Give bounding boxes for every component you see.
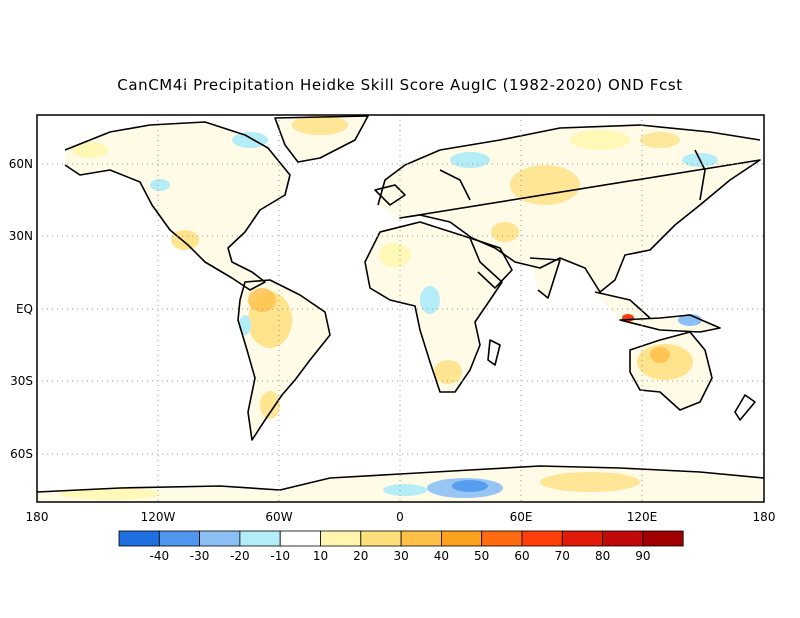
colorbar-tick-label: 20 — [353, 549, 368, 563]
latitude-labels: 60N 30N EQ 30S 60S — [9, 157, 33, 461]
longitude-labels: 180 120W 60W 0 60E 120E 180 — [26, 510, 776, 524]
colorbar-tick-label: -30 — [190, 549, 210, 563]
lon-label-180w: 180 — [26, 510, 49, 524]
colorbar-swatch — [279, 530, 321, 547]
colorbar-tick-label: 50 — [474, 549, 489, 563]
colorbar-swatch — [360, 530, 402, 547]
colorbar-swatch — [118, 530, 160, 547]
lat-label-30n: 30N — [9, 229, 33, 243]
colorbar-swatch — [440, 530, 483, 547]
colorbar-swatch — [602, 530, 644, 547]
lon-label-180e: 180 — [753, 510, 776, 524]
lat-label-eq: EQ — [16, 302, 33, 316]
colorbar-tick-label: 70 — [555, 549, 570, 563]
colorbar: -40 -30 -20 -10 10 20 30 40 50 60 70 80 90 — [118, 530, 684, 563]
map-field — [37, 115, 764, 502]
colorbar-swatch — [320, 530, 362, 547]
coastlines — [37, 115, 764, 493]
lat-label-60s: 60S — [10, 447, 33, 461]
lat-label-30s: 30S — [10, 374, 33, 388]
colorbar-tick-label: 80 — [595, 549, 610, 563]
colorbar-tick-label: 60 — [514, 549, 529, 563]
colorbar-tick-label: 90 — [635, 549, 650, 563]
colorbar-tick-label: -40 — [149, 549, 169, 563]
colorbar-swatch — [521, 530, 563, 547]
colorbar-tick-label: -10 — [270, 549, 290, 563]
colorbar-swatch — [199, 530, 241, 547]
lon-label-120w: 120W — [141, 510, 176, 524]
colorbar-swatch — [481, 530, 523, 547]
colorbar-tick-label: 30 — [393, 549, 408, 563]
map-frame — [36, 114, 765, 503]
negative-skill-patches — [150, 132, 718, 498]
lon-label-120e: 120E — [627, 510, 658, 524]
land-shading — [37, 116, 764, 502]
positive-skill-patches — [60, 115, 693, 500]
colorbar-tick-label: 40 — [434, 549, 449, 563]
colorbar-swatch — [239, 530, 281, 547]
lon-label-0: 0 — [396, 510, 404, 524]
colorbar-tick-label: 10 — [313, 549, 328, 563]
colorbar-tick-label: -20 — [230, 549, 250, 563]
lat-label-60n: 60N — [9, 157, 33, 171]
colorbar-swatch — [400, 530, 442, 547]
colorbar-swatch — [561, 530, 603, 547]
colorbar-swatch — [158, 530, 201, 547]
colorbar-swatch — [642, 530, 684, 547]
map-title: CanCM4i Precipitation Heidke Skill Score… — [117, 76, 683, 94]
grid-lines — [37, 115, 764, 502]
lon-label-60e: 60E — [510, 510, 533, 524]
lon-label-60w: 60W — [265, 510, 292, 524]
